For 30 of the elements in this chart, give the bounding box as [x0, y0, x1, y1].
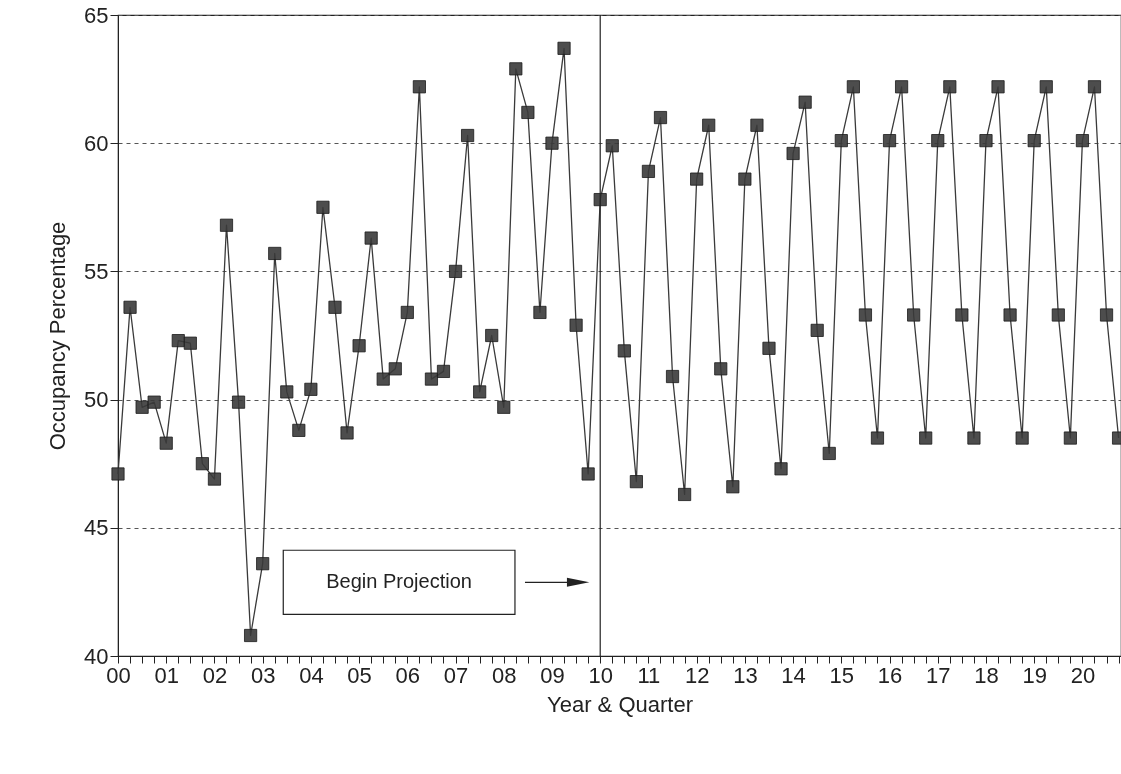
x-tick-label: 06 [395, 662, 421, 688]
y-tick-label: 40 [84, 643, 109, 669]
x-tick-label: 02 [202, 662, 228, 688]
y-tick-label: 60 [84, 130, 109, 156]
x-tick-label: 08 [492, 662, 517, 688]
x-tick-label: 20 [1070, 662, 1096, 688]
x-tick-label: 12 [684, 662, 710, 688]
y-tick-label: 55 [84, 258, 109, 284]
x-tick-label: 07 [443, 662, 469, 688]
x-tick-label: 16 [877, 662, 903, 688]
y-tick-label: 65 [84, 2, 109, 28]
x-tick-label: 01 [154, 662, 179, 688]
x-tick-label: 05 [347, 662, 372, 688]
x-tick-label: 18 [974, 662, 999, 688]
x-tick-label: 15 [829, 662, 855, 688]
x-tick-label: 10 [588, 662, 613, 688]
x-tick-label: 00 [106, 662, 131, 688]
x-tick-label: 11 [637, 662, 661, 688]
y-tick-label: 45 [84, 515, 109, 541]
y-axis-title: Occupancy Percentage [45, 221, 71, 451]
ref-line-label: Begin Projection [326, 570, 472, 593]
x-tick-label: 03 [250, 662, 276, 688]
y-tick-label: 50 [84, 387, 109, 413]
x-tick-label: 17 [926, 662, 951, 688]
x-axis-title: Year & Quarter [547, 691, 693, 717]
x-tick-label: 13 [733, 662, 758, 688]
x-tick-label: 19 [1022, 662, 1047, 688]
x-tick-label: 04 [299, 662, 324, 688]
x-tick-label: 09 [540, 662, 565, 688]
x-tick-label: 14 [781, 662, 806, 688]
